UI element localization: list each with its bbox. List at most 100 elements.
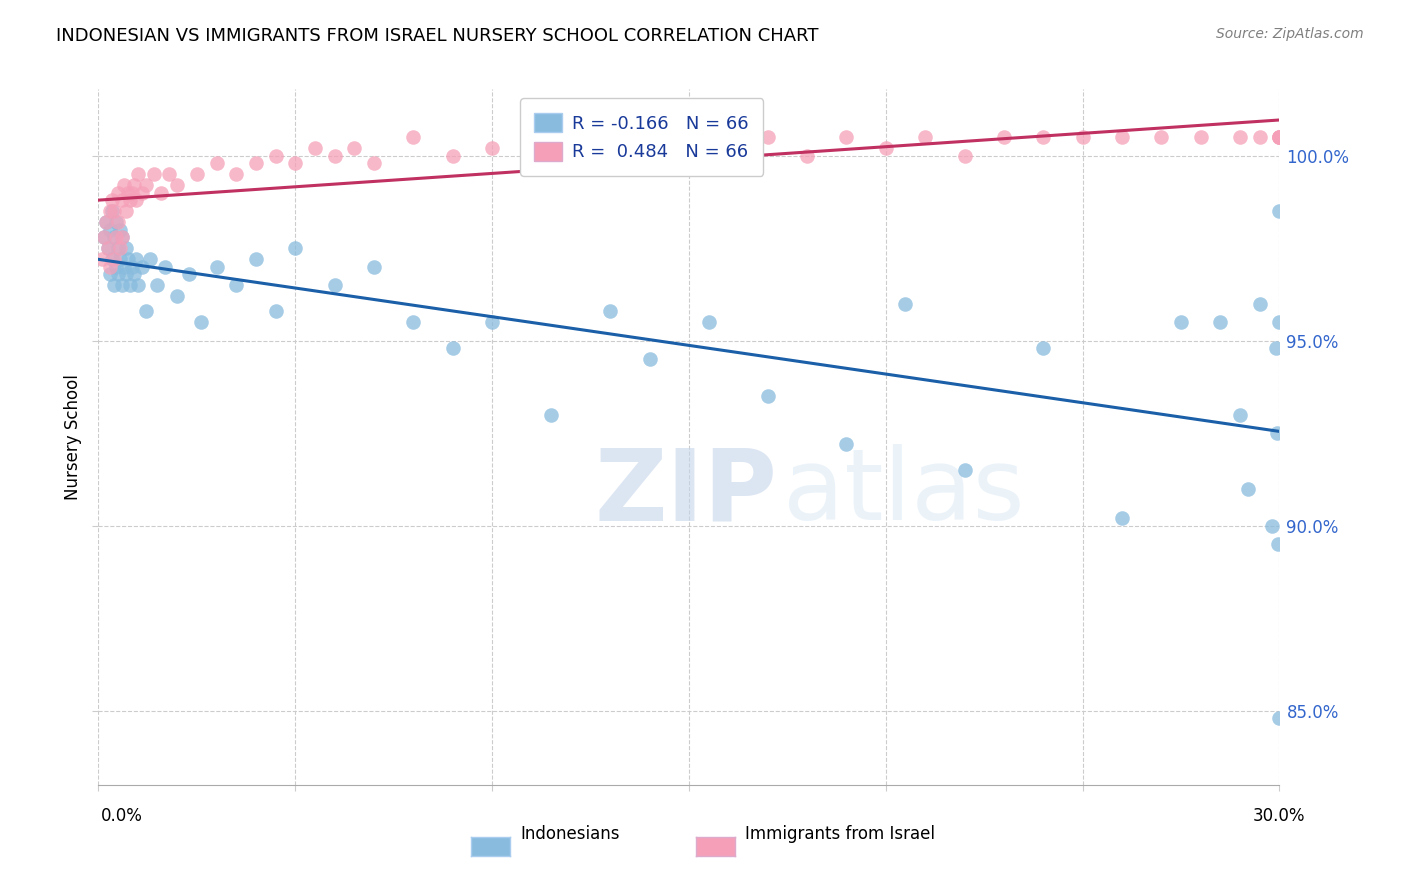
Point — [98, 223, 121, 237]
Point — [1260, 519, 1282, 533]
Point — [117, 186, 139, 200]
Point — [105, 230, 128, 244]
Point — [1264, 341, 1286, 355]
Text: Indonesians: Indonesians — [520, 825, 620, 843]
Point — [343, 141, 366, 155]
Point — [225, 278, 247, 293]
Point — [1268, 130, 1291, 145]
Text: ZIP: ZIP — [595, 444, 778, 541]
Point — [1268, 315, 1291, 329]
Point — [107, 215, 129, 229]
Point — [157, 167, 180, 181]
Point — [105, 215, 128, 229]
Point — [138, 252, 160, 267]
Point — [1229, 408, 1251, 422]
Legend: R = -0.166   N = 66, R =  0.484   N = 66: R = -0.166 N = 66, R = 0.484 N = 66 — [520, 98, 763, 176]
Point — [177, 267, 200, 281]
Point — [1111, 130, 1133, 145]
Point — [835, 130, 858, 145]
Point — [190, 315, 212, 329]
Point — [91, 252, 114, 267]
Point — [98, 204, 121, 219]
Point — [441, 341, 464, 355]
Text: INDONESIAN VS IMMIGRANTS FROM ISRAEL NURSERY SCHOOL CORRELATION CHART: INDONESIAN VS IMMIGRANTS FROM ISRAEL NUR… — [56, 27, 818, 45]
Point — [520, 130, 543, 145]
Point — [115, 241, 138, 255]
Point — [97, 241, 120, 255]
Point — [122, 178, 145, 193]
Point — [107, 241, 129, 255]
Point — [111, 193, 134, 207]
Point — [131, 260, 153, 274]
Point — [112, 178, 135, 193]
Point — [205, 156, 228, 170]
Point — [1237, 482, 1260, 496]
Point — [97, 241, 120, 255]
Point — [1150, 130, 1173, 145]
Point — [717, 141, 740, 155]
Point — [402, 130, 425, 145]
Y-axis label: Nursery School: Nursery School — [65, 374, 83, 500]
Text: atlas: atlas — [783, 444, 1025, 541]
Point — [796, 149, 818, 163]
Point — [111, 230, 134, 244]
Point — [560, 141, 582, 155]
Point — [264, 149, 287, 163]
Text: 30.0%: 30.0% — [1253, 807, 1305, 825]
Point — [103, 252, 125, 267]
Point — [142, 167, 165, 181]
Point — [1267, 426, 1289, 441]
Point — [105, 260, 128, 274]
Point — [111, 230, 134, 244]
Text: Source: ZipAtlas.com: Source: ZipAtlas.com — [1216, 27, 1364, 41]
Point — [323, 278, 346, 293]
Point — [638, 149, 661, 163]
Point — [697, 315, 720, 329]
Point — [1267, 204, 1289, 219]
Point — [150, 186, 173, 200]
Point — [108, 252, 131, 267]
Point — [93, 230, 115, 244]
Point — [205, 260, 228, 274]
Point — [111, 278, 134, 293]
Point — [93, 230, 115, 244]
Point — [993, 130, 1015, 145]
Point — [108, 241, 131, 255]
Point — [125, 252, 148, 267]
Point — [155, 260, 177, 274]
Point — [1209, 315, 1232, 329]
Text: 0.0%: 0.0% — [101, 807, 143, 825]
Point — [166, 289, 188, 303]
Point — [101, 204, 124, 219]
Point — [103, 278, 125, 293]
Point — [186, 167, 208, 181]
Point — [481, 141, 503, 155]
Point — [1111, 511, 1133, 525]
Point — [146, 278, 169, 293]
Point — [125, 193, 148, 207]
Point — [481, 315, 503, 329]
Point — [304, 141, 326, 155]
Point — [1249, 297, 1271, 311]
Point — [115, 267, 138, 281]
Point — [1268, 130, 1291, 145]
Point — [441, 149, 464, 163]
Point — [599, 130, 621, 145]
Point — [122, 267, 145, 281]
Point — [835, 437, 858, 451]
Point — [363, 260, 385, 274]
Point — [1189, 130, 1212, 145]
Point — [166, 178, 188, 193]
Point — [638, 352, 661, 367]
Point — [118, 278, 141, 293]
Point — [127, 278, 149, 293]
Point — [103, 204, 125, 219]
Point — [112, 260, 135, 274]
Point — [1170, 315, 1192, 329]
Point — [101, 252, 124, 267]
Point — [115, 204, 138, 219]
Text: Immigrants from Israel: Immigrants from Israel — [745, 825, 935, 843]
Point — [953, 463, 976, 477]
Point — [953, 149, 976, 163]
Point — [98, 267, 121, 281]
